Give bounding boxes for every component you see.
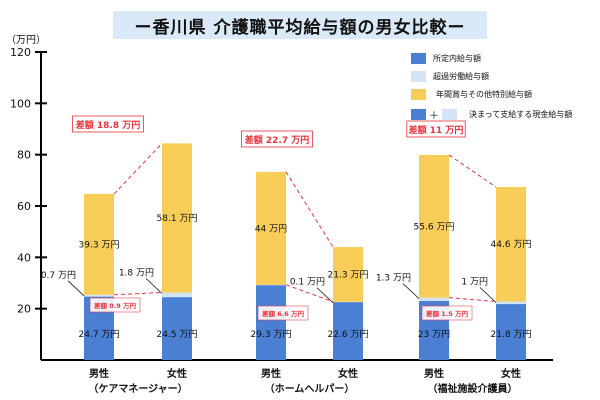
leader-line bbox=[145, 278, 163, 294]
diff-label-total: 差額 18.8 万円 bbox=[76, 119, 140, 131]
legend-plus: ＋ bbox=[429, 111, 439, 122]
x-category-label: 女性 bbox=[501, 367, 521, 380]
bar-segment-base bbox=[162, 297, 192, 360]
diff-box-monthly bbox=[89, 297, 141, 313]
legend-label: 所定内給与額 bbox=[433, 54, 481, 63]
bar-segment-bonus bbox=[84, 193, 114, 295]
leader-line bbox=[316, 287, 334, 304]
bar-segment-bonus bbox=[256, 171, 286, 285]
data-label-bonus: 58.1 万円 bbox=[157, 213, 198, 224]
bar-segment-overtime bbox=[419, 297, 449, 301]
data-label-bonus: 44 万円 bbox=[255, 223, 287, 234]
data-label-base: 24.7 万円 bbox=[79, 329, 120, 340]
diff-line-total bbox=[448, 154, 497, 188]
bar-segment-base bbox=[333, 301, 363, 360]
bar-segment-overtime bbox=[256, 284, 286, 286]
legend-label: 超過労働給与額 bbox=[433, 72, 489, 81]
y-axis-unit: （万円） bbox=[6, 35, 46, 46]
x-group-label: （ホームヘルパー） bbox=[265, 382, 355, 395]
x-category-label: 女性 bbox=[338, 367, 358, 380]
legend-swatch-bonus bbox=[411, 89, 426, 100]
x-category-label: 男性 bbox=[89, 367, 109, 380]
legend-item-overtime: 超過労働給与額 bbox=[411, 71, 489, 82]
data-label-bonus: 21.3 万円 bbox=[328, 269, 369, 280]
data-label-base: 24.5 万円 bbox=[157, 329, 198, 340]
data-label-overtime: 1.8 万円 bbox=[119, 267, 154, 278]
legend-label: 決まって支給する現金給与額 bbox=[469, 110, 573, 119]
diff-label-total: 差額 22.7 万円 bbox=[245, 134, 309, 146]
bar-segment-bonus bbox=[419, 154, 449, 298]
x-category-label: 男性 bbox=[261, 367, 281, 380]
leader-line bbox=[402, 283, 420, 299]
bar-segment-overtime bbox=[333, 301, 363, 303]
legend-label: 年間賞与その他特別給与額 bbox=[436, 90, 532, 99]
bar-segment-bonus bbox=[333, 247, 363, 302]
legend-swatch-base bbox=[411, 109, 426, 120]
diff-label-monthly: 差額 0.9 万円 bbox=[94, 301, 137, 310]
diff-label-monthly: 差額 1.5 万円 bbox=[426, 309, 469, 318]
data-label-overtime: 0.7 万円 bbox=[41, 270, 76, 281]
diff-line-monthly bbox=[285, 284, 334, 303]
diff-line-total bbox=[285, 171, 334, 248]
data-label-base: 29.3 万円 bbox=[251, 329, 292, 340]
legend-item-monthly: ＋ 決まって支給する現金給与額 bbox=[411, 107, 572, 122]
chart-title: ー香川県 介護職平均給与額の男女比較ー bbox=[113, 11, 487, 39]
leader-line bbox=[67, 280, 85, 297]
data-label-base: 23 万円 bbox=[418, 329, 450, 340]
legend-item-base: 所定内給与額 bbox=[411, 53, 481, 64]
diff-box-total bbox=[72, 115, 144, 133]
data-label-overtime: 1 万円 bbox=[461, 276, 488, 287]
data-label-bonus: 39.3 万円 bbox=[79, 239, 120, 250]
diff-box-total bbox=[406, 120, 466, 138]
x-group-label: （ケアマネージャー） bbox=[88, 382, 187, 395]
diff-box-total bbox=[241, 130, 313, 148]
bar-segment-bonus bbox=[496, 187, 526, 302]
y-tick-label: 80 bbox=[17, 149, 31, 162]
x-category-label: 男性 bbox=[424, 367, 444, 380]
y-tick-label: 40 bbox=[17, 251, 31, 264]
bar-segment-overtime bbox=[162, 292, 192, 298]
legend-swatch-overtime bbox=[411, 71, 426, 82]
diff-line-monthly bbox=[448, 297, 497, 302]
x-group-label: （福祉施設介護員） bbox=[428, 382, 518, 395]
bar-segment-base bbox=[496, 304, 526, 360]
leader-line bbox=[479, 287, 497, 303]
data-label-bonus: 44.6 万円 bbox=[491, 239, 532, 250]
legend-item-bonus: 年間賞与その他特別給与額 bbox=[411, 89, 532, 100]
data-label-bonus: 55.6 万円 bbox=[414, 221, 455, 232]
diff-box-monthly bbox=[257, 305, 309, 321]
diff-box-monthly bbox=[421, 305, 473, 321]
y-tick-label: 20 bbox=[17, 303, 31, 316]
x-category-label: 女性 bbox=[167, 367, 187, 380]
data-label-base: 22.6 万円 bbox=[328, 329, 369, 340]
y-tick-label: 120 bbox=[10, 46, 31, 59]
bar-segment-overtime bbox=[84, 294, 114, 297]
bar-segment-bonus bbox=[162, 143, 192, 293]
diff-label-monthly: 差額 6.6 万円 bbox=[262, 309, 305, 318]
diff-line-monthly bbox=[113, 291, 163, 296]
y-tick-label: 60 bbox=[17, 200, 31, 213]
data-label-overtime: 1.3 万円 bbox=[376, 273, 411, 284]
diff-line-total bbox=[113, 143, 163, 195]
diff-label-total: 差額 11 万円 bbox=[409, 124, 464, 136]
data-label-overtime: 0.1 万円 bbox=[290, 277, 325, 288]
legend-swatch-overtime bbox=[442, 109, 457, 120]
legend-swatch-base bbox=[411, 53, 426, 64]
y-tick-label: 100 bbox=[10, 97, 31, 110]
data-label-base: 21.8 万円 bbox=[491, 329, 532, 340]
bar-segment-overtime bbox=[496, 301, 526, 305]
bar-segment-base bbox=[256, 284, 286, 360]
